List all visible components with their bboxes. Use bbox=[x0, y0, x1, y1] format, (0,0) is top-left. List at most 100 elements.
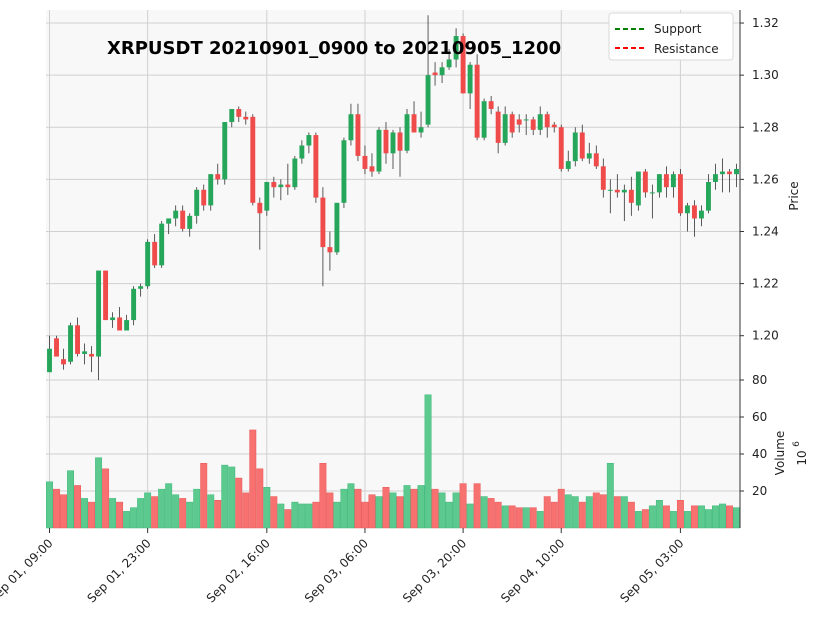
volume-bar bbox=[347, 483, 355, 529]
volume-bar bbox=[81, 498, 89, 529]
volume-bar bbox=[361, 501, 369, 529]
candle-body bbox=[313, 135, 319, 198]
candle-body bbox=[558, 127, 564, 169]
volume-bar bbox=[690, 505, 698, 529]
candle-body bbox=[376, 129, 382, 172]
volume-bar bbox=[494, 501, 502, 529]
volume-bar bbox=[88, 501, 96, 529]
volume-bar bbox=[712, 505, 719, 529]
candle-body bbox=[187, 215, 193, 229]
volume-bar bbox=[340, 488, 348, 529]
volume-bar bbox=[207, 494, 215, 529]
volume-bar bbox=[333, 501, 341, 529]
candle-body bbox=[684, 205, 690, 214]
candle-body bbox=[208, 174, 214, 206]
candle-body bbox=[292, 158, 298, 188]
candle-body bbox=[691, 205, 697, 219]
volume-bar bbox=[158, 488, 166, 529]
volume-bar bbox=[130, 507, 138, 529]
candle-body bbox=[243, 116, 249, 120]
candle-body bbox=[495, 111, 501, 143]
candle-body bbox=[621, 189, 627, 193]
volume-bar bbox=[522, 507, 530, 529]
volume-bar bbox=[74, 485, 82, 529]
candle-body bbox=[348, 114, 354, 141]
candle-body bbox=[124, 320, 130, 331]
volume-bar bbox=[726, 505, 733, 529]
volume-bar bbox=[291, 501, 299, 529]
volume-bar bbox=[298, 503, 306, 529]
candle-body bbox=[257, 202, 263, 214]
volume-bar bbox=[466, 503, 474, 529]
volume-bar bbox=[165, 483, 173, 529]
volume-bar bbox=[102, 468, 110, 529]
volume-bar bbox=[284, 509, 292, 529]
volume-bar bbox=[508, 505, 516, 529]
candle-body bbox=[418, 127, 424, 133]
volume-bar bbox=[480, 496, 488, 529]
volume-bar bbox=[648, 505, 656, 529]
candle-body bbox=[677, 174, 683, 214]
candle-body bbox=[369, 166, 375, 172]
candle-body bbox=[173, 210, 179, 219]
volume-bar bbox=[242, 492, 250, 529]
candle-body bbox=[467, 64, 473, 94]
candle-body bbox=[502, 114, 508, 143]
candle-body bbox=[145, 241, 151, 287]
volume-bar bbox=[599, 494, 607, 529]
volume-bar bbox=[151, 496, 159, 529]
volume-bar bbox=[431, 488, 439, 529]
candle-body bbox=[411, 114, 417, 133]
volume-bar bbox=[179, 498, 187, 529]
candle-body bbox=[551, 124, 557, 128]
candle-body bbox=[642, 171, 648, 193]
volume-bar bbox=[221, 464, 229, 529]
candle-body bbox=[54, 338, 59, 357]
volume-bar bbox=[424, 394, 432, 529]
volume-bar bbox=[704, 509, 712, 529]
candle-body bbox=[264, 181, 270, 211]
volume-bar bbox=[95, 457, 103, 529]
volume-bar bbox=[641, 509, 649, 529]
candle-body bbox=[215, 174, 221, 180]
time-tick-label: Sep 01, 09:00 bbox=[0, 536, 56, 605]
volume-bar bbox=[606, 463, 614, 529]
candle-body bbox=[706, 181, 711, 211]
volume-bar bbox=[592, 492, 600, 529]
volume-bar bbox=[487, 498, 495, 529]
volume-axis-label: Volume bbox=[773, 431, 787, 476]
candle-body bbox=[404, 114, 410, 151]
volume-bar bbox=[235, 477, 243, 529]
price-tick-label: 1.24 bbox=[752, 224, 779, 238]
volume-bar bbox=[438, 492, 446, 529]
candle-body bbox=[299, 145, 305, 159]
volume-exponent-base: 10 bbox=[795, 450, 809, 465]
volume-tick-label: 80 bbox=[752, 373, 767, 387]
volume-bar bbox=[543, 496, 551, 529]
candle-body bbox=[488, 101, 494, 110]
price-tick-label: 1.26 bbox=[752, 172, 779, 186]
volume-bar bbox=[417, 485, 425, 529]
volume-bar bbox=[403, 485, 411, 529]
volume-bar bbox=[214, 500, 222, 529]
volume-bar bbox=[396, 496, 404, 529]
candle-body bbox=[250, 116, 256, 203]
candle-body bbox=[320, 197, 326, 248]
volume-bar bbox=[368, 494, 376, 529]
candle-body bbox=[362, 155, 368, 169]
candle-body bbox=[306, 135, 312, 146]
candle-body bbox=[89, 353, 95, 357]
volume-bar bbox=[186, 501, 194, 529]
volume-bar bbox=[53, 488, 60, 529]
volume-bar bbox=[683, 511, 691, 529]
time-tick-label: Sep 05, 03:00 bbox=[617, 536, 686, 605]
volume-bar bbox=[263, 487, 271, 529]
candle-body bbox=[663, 174, 669, 188]
time-tick-label: Sep 03, 06:00 bbox=[302, 536, 371, 605]
volume-bar bbox=[620, 496, 628, 529]
volume-bar bbox=[172, 494, 180, 529]
volume-bar bbox=[676, 500, 684, 529]
volume-bar bbox=[137, 498, 145, 529]
candle-body bbox=[565, 161, 571, 169]
